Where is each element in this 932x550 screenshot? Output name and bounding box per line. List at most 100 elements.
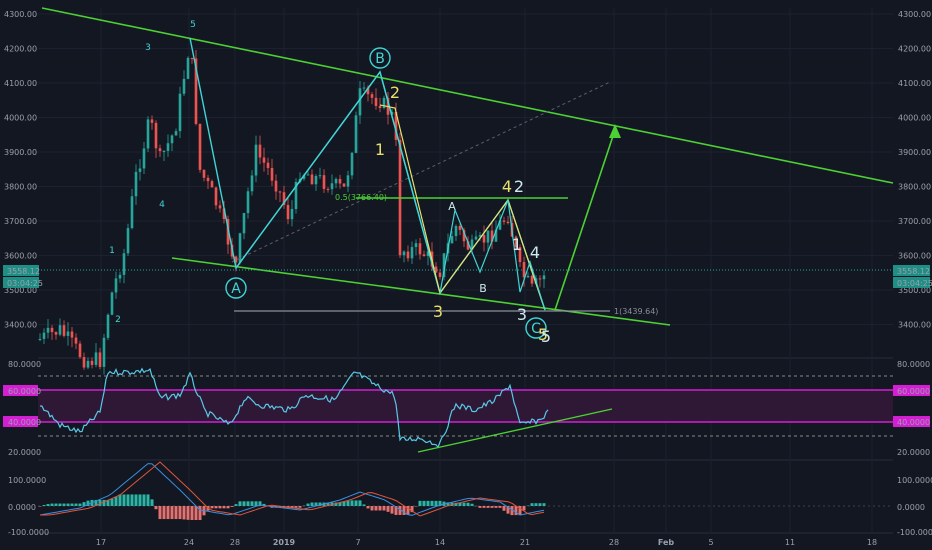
macd-bar <box>54 503 58 506</box>
candle-body <box>174 131 178 136</box>
macd-bar <box>86 500 90 506</box>
candle-body <box>190 57 194 59</box>
macd-bar <box>222 506 226 509</box>
macd-bar <box>254 501 258 506</box>
macd-signal-line <box>40 461 545 517</box>
dashed-channel-line <box>231 81 611 263</box>
candle-body <box>490 230 494 242</box>
candle-body <box>394 111 398 140</box>
macd-bar <box>78 503 82 506</box>
candle-body <box>470 239 474 250</box>
macd-bar <box>522 506 526 511</box>
macd-bar <box>542 503 546 506</box>
price-drawings: A B C 1 2 3 4 5 1 2 3 4 5 A B 3 5 4 1 2 … <box>41 7 894 346</box>
time-tick: Feb <box>658 538 675 547</box>
macd-bar <box>354 500 358 506</box>
candle-body <box>418 243 422 255</box>
candle-body <box>38 338 42 340</box>
candle-body <box>202 169 206 178</box>
macd-bar <box>430 500 434 506</box>
candle-body <box>434 266 438 273</box>
candle-body <box>266 162 270 168</box>
macd-bar <box>494 506 498 508</box>
macd-bar <box>98 499 102 506</box>
macd-bar <box>314 502 318 506</box>
candle-body <box>290 208 294 220</box>
macd-bar <box>358 500 362 506</box>
macd-bar <box>318 502 322 506</box>
candle-body <box>170 135 174 144</box>
macd-bar <box>174 506 178 520</box>
candle-body <box>238 233 242 263</box>
macd-bar <box>470 503 474 506</box>
rsi-tick-left: 40.0000 <box>8 418 41 427</box>
macd-tick-left: -100.0000 <box>8 528 49 537</box>
candle-body <box>422 254 426 256</box>
price-tick-left: 3400.00 <box>4 321 37 330</box>
candle-body <box>122 253 126 275</box>
macd-bar <box>350 500 354 506</box>
macd-bar <box>114 496 118 506</box>
wave-label-minor-4: 4 <box>530 243 540 262</box>
candle-body <box>530 275 534 284</box>
candle-body <box>390 111 394 115</box>
ab-wave <box>235 70 441 294</box>
macd-bar <box>106 499 110 506</box>
candle-body <box>98 352 102 367</box>
wave-label-yellow-4: 4 <box>502 177 512 196</box>
candle-body <box>118 274 122 279</box>
early-wave-label-4: 4 <box>159 200 165 210</box>
macd-bar <box>226 506 230 509</box>
time-tick: 7 <box>355 538 360 547</box>
candle-body <box>366 87 370 95</box>
macd-tick-right: -100.0000 <box>897 528 932 537</box>
macd-bar <box>170 506 174 520</box>
macd-bar <box>146 494 150 506</box>
macd-bar <box>334 502 338 506</box>
candle-body <box>326 188 330 190</box>
wave-label-minor-1: 1 <box>512 235 522 254</box>
macd-bar <box>82 502 86 506</box>
macd-bar <box>378 506 382 511</box>
countdown-left: 03:04:25 <box>7 279 43 288</box>
candle-body <box>506 221 510 224</box>
price-tick-right: 3600.00 <box>898 252 931 261</box>
macd-bar <box>294 506 298 508</box>
fib-label-0.5: 0.5(3766.40) <box>335 193 387 202</box>
macd-bar <box>246 501 250 506</box>
candle-body <box>102 337 106 367</box>
macd-bar <box>94 499 98 506</box>
price-tick-right: 3700.00 <box>898 217 931 226</box>
wave-label-yellow-5: 5 <box>538 325 548 344</box>
macd-bar <box>194 506 198 520</box>
macd-bar <box>214 506 218 509</box>
macd-bar <box>238 501 242 506</box>
macd-bar <box>58 503 62 506</box>
candle-body <box>242 213 246 234</box>
macd-bar <box>230 506 234 507</box>
current-price-right: 3558.12 <box>897 267 930 276</box>
macd-bar <box>110 498 114 506</box>
time-tick: 2019 <box>273 538 296 547</box>
candle-body <box>538 278 542 280</box>
macd-bar <box>50 503 54 506</box>
macd-bar <box>342 501 346 506</box>
candle-body <box>438 272 442 277</box>
macd-bar <box>190 506 194 520</box>
candle-body <box>542 275 546 280</box>
early-wave-label-5: 5 <box>190 20 196 30</box>
macd-bar <box>446 502 450 506</box>
macd-axis: 100.0000 100.0000 0.0000 0.0000 -100.0000 -10… <box>8 476 932 537</box>
candle-body <box>78 343 82 358</box>
macd-bar <box>66 503 70 506</box>
candle-body <box>262 157 266 163</box>
candle-body <box>350 152 354 176</box>
candle-body <box>466 241 470 250</box>
candle-body <box>362 87 366 89</box>
rsi-tick-left: 20.0000 <box>8 448 41 457</box>
wave-label-circled-c: C <box>531 321 541 337</box>
macd-bar <box>310 502 314 506</box>
projection-arrow-line <box>554 129 616 311</box>
price-tick-left: 3600.00 <box>4 252 37 261</box>
candle-body <box>94 352 98 365</box>
